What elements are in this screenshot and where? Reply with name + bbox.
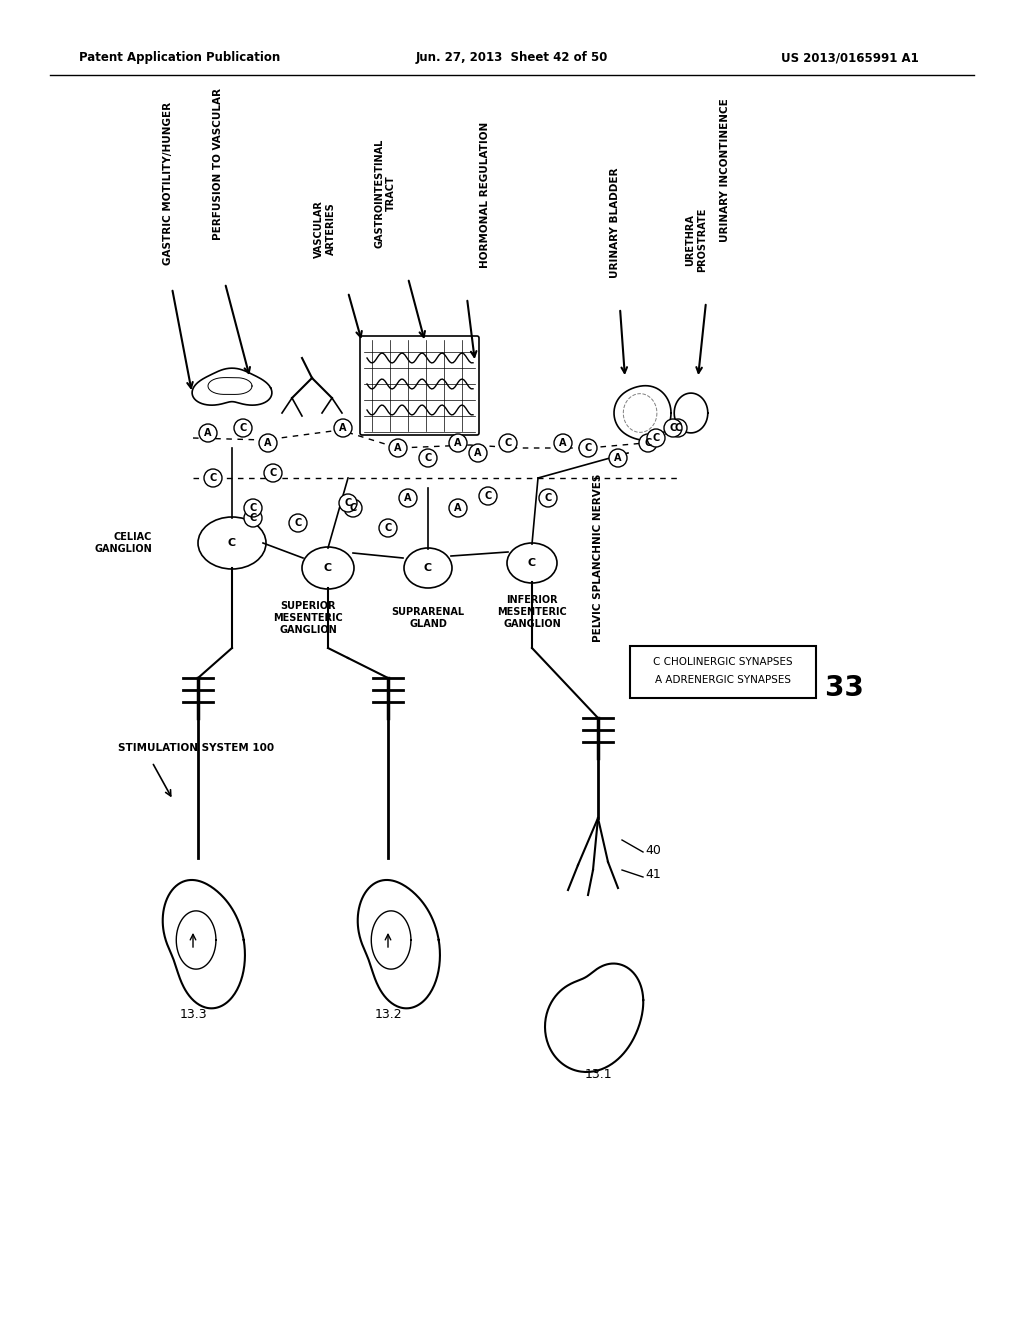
Circle shape xyxy=(389,440,407,457)
Text: C: C xyxy=(384,523,391,533)
Text: C: C xyxy=(670,422,677,433)
Text: C: C xyxy=(424,453,432,463)
Circle shape xyxy=(264,465,282,482)
Text: GASTRIC MOTILITY/HUNGER: GASTRIC MOTILITY/HUNGER xyxy=(163,102,173,265)
Circle shape xyxy=(419,449,437,467)
Text: C CHOLINERGIC SYNAPSES: C CHOLINERGIC SYNAPSES xyxy=(653,657,793,667)
Circle shape xyxy=(344,499,362,517)
Circle shape xyxy=(579,440,597,457)
Text: 13.3: 13.3 xyxy=(179,1008,207,1022)
Text: C: C xyxy=(528,558,536,568)
Text: A: A xyxy=(455,438,462,447)
Circle shape xyxy=(479,487,497,506)
Text: PELVIC SPLANCHNIC NERVES: PELVIC SPLANCHNIC NERVES xyxy=(593,474,603,643)
Circle shape xyxy=(554,434,572,451)
Circle shape xyxy=(669,418,687,437)
Circle shape xyxy=(399,488,417,507)
Text: URINARY INCONTINENCE: URINARY INCONTINENCE xyxy=(720,98,730,242)
Circle shape xyxy=(244,510,262,527)
Text: C: C xyxy=(675,422,682,433)
Text: C: C xyxy=(585,444,592,453)
Text: CELIAC
GANGLION: CELIAC GANGLION xyxy=(94,532,152,554)
Circle shape xyxy=(609,449,627,467)
Text: VASCULAR
ARTERIES: VASCULAR ARTERIES xyxy=(314,201,336,257)
Text: STIMULATION SYSTEM 100: STIMULATION SYSTEM 100 xyxy=(118,743,274,752)
Circle shape xyxy=(539,488,557,507)
Text: C: C xyxy=(209,473,217,483)
Text: C: C xyxy=(349,503,356,513)
Text: A ADRENERGIC SYNAPSES: A ADRENERGIC SYNAPSES xyxy=(655,675,791,685)
Text: INFERIOR
MESENTERIC
GANGLION: INFERIOR MESENTERIC GANGLION xyxy=(497,595,567,628)
Circle shape xyxy=(199,424,217,442)
Text: C: C xyxy=(484,491,492,502)
Text: A: A xyxy=(474,447,481,458)
Text: Jun. 27, 2013  Sheet 42 of 50: Jun. 27, 2013 Sheet 42 of 50 xyxy=(416,51,608,65)
Circle shape xyxy=(339,494,357,512)
Text: A: A xyxy=(614,453,622,463)
Text: A: A xyxy=(559,438,566,447)
Circle shape xyxy=(449,434,467,451)
Text: C: C xyxy=(228,539,237,548)
Text: HORMONAL REGULATION: HORMONAL REGULATION xyxy=(480,121,490,268)
Text: C: C xyxy=(294,517,302,528)
Text: 13.2: 13.2 xyxy=(374,1008,401,1022)
Text: C: C xyxy=(644,438,651,447)
Text: A: A xyxy=(404,492,412,503)
Circle shape xyxy=(234,418,252,437)
Text: A: A xyxy=(264,438,271,447)
FancyBboxPatch shape xyxy=(360,337,479,436)
Text: FIG. 33: FIG. 33 xyxy=(753,675,863,702)
Text: A: A xyxy=(339,422,347,433)
Text: URINARY BLADDER: URINARY BLADDER xyxy=(610,168,620,279)
Circle shape xyxy=(639,434,657,451)
Text: C: C xyxy=(269,469,276,478)
FancyBboxPatch shape xyxy=(630,645,816,698)
Text: C: C xyxy=(545,492,552,503)
Text: C: C xyxy=(505,438,512,447)
Circle shape xyxy=(204,469,222,487)
Text: C: C xyxy=(652,433,659,444)
Text: C: C xyxy=(240,422,247,433)
Text: A: A xyxy=(204,428,212,438)
Circle shape xyxy=(289,513,307,532)
Circle shape xyxy=(259,434,278,451)
Text: C: C xyxy=(250,513,257,523)
Circle shape xyxy=(469,444,487,462)
Text: SUPRARENAL
GLAND: SUPRARENAL GLAND xyxy=(391,607,465,628)
Text: GASTROINTESTINAL
TRACT: GASTROINTESTINAL TRACT xyxy=(374,139,396,248)
Text: URETHRA
PROSTRATE: URETHRA PROSTRATE xyxy=(685,207,707,272)
Text: Patent Application Publication: Patent Application Publication xyxy=(80,51,281,65)
Circle shape xyxy=(499,434,517,451)
Circle shape xyxy=(449,499,467,517)
Text: C: C xyxy=(324,564,332,573)
Text: US 2013/0165991 A1: US 2013/0165991 A1 xyxy=(781,51,919,65)
Text: SUPERIOR
MESENTERIC
GANGLION: SUPERIOR MESENTERIC GANGLION xyxy=(273,602,343,635)
Circle shape xyxy=(664,418,682,437)
Text: C: C xyxy=(424,564,432,573)
Circle shape xyxy=(334,418,352,437)
Text: C: C xyxy=(250,503,257,513)
Text: A: A xyxy=(455,503,462,513)
Circle shape xyxy=(379,519,397,537)
Text: PERFUSION TO VASCULAR: PERFUSION TO VASCULAR xyxy=(213,88,223,240)
Circle shape xyxy=(647,429,665,447)
Text: C: C xyxy=(344,498,351,508)
Text: A: A xyxy=(394,444,401,453)
Text: 13.1: 13.1 xyxy=(584,1068,611,1081)
Text: 40: 40 xyxy=(645,843,660,857)
Text: 41: 41 xyxy=(645,869,660,882)
Circle shape xyxy=(244,499,262,517)
